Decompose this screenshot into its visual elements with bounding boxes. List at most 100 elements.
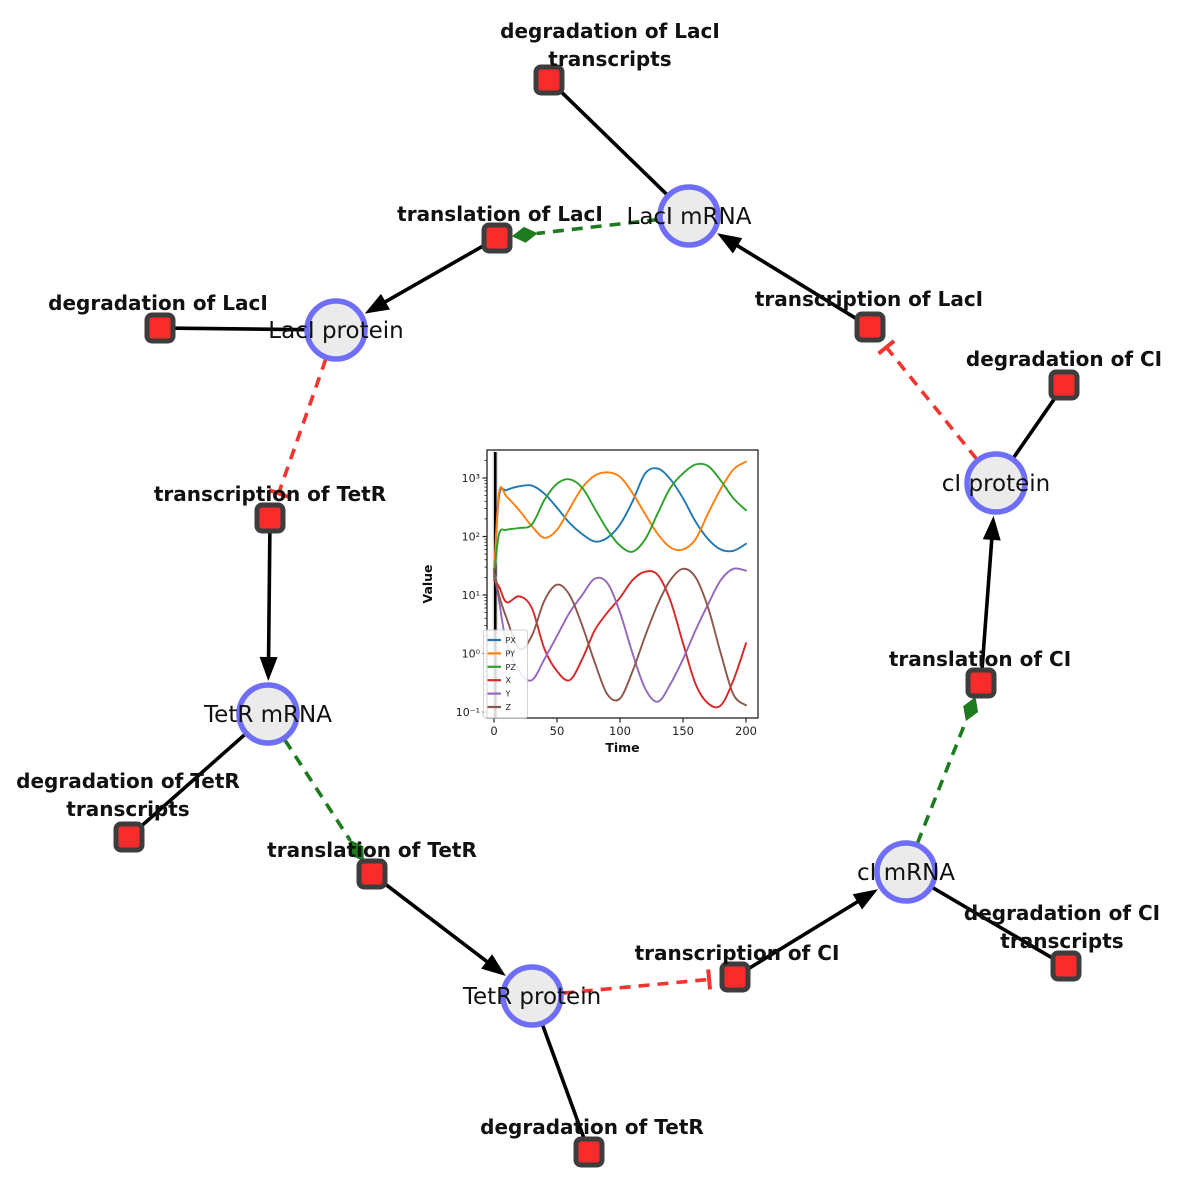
species-node-laci_protein [304,298,368,362]
edge-inhibition-tetr_protein-tx_ci-tbar [706,969,713,990]
edge-production-tx_ci-ci_mrna [746,898,862,971]
species-label-tetr_protein: TetR protein [462,984,601,1010]
species-node-laci_mrna [657,184,721,248]
species-node-ci_protein [964,451,1028,515]
legend-label-X: X [506,676,512,685]
legend-label-PX: PX [506,636,517,645]
x-tick-label: 50 [550,724,565,738]
species-label-ci_mrna: cI mRNA [857,860,955,886]
edge-production-tx_tetr-tetr_mrna-arrowhead [259,656,278,681]
edge-production-transl_ci-ci_protein [980,535,994,669]
reaction-label-deg_laci_tx-line2: transcripts [548,47,671,71]
edge-modifier-tetr_mrna-transl_tetr [283,739,352,842]
edges-layer [139,89,1057,1139]
reaction-label-deg_ci_tx-line1: degradation of CI [964,901,1160,925]
edge-consumption-laci_mrna-deg_laci_tx [558,89,669,196]
reaction-node-tx_tetr [254,502,286,534]
x-tick-label: 150 [672,724,694,738]
reaction-label-deg_ci_tx-line2: transcripts [1000,929,1123,953]
reaction-label-deg_ci: degradation of CI [966,347,1162,371]
edge-inhibition-ci_protein-tx_laci [884,346,978,461]
reaction-label-deg_tetr: degradation of TetR [480,1115,704,1139]
reaction-label-deg_laci: degradation of LacI [48,291,268,315]
reaction-node-transl_ci [965,667,997,699]
reaction-label-transl_tetr: translation of TetR [267,838,477,862]
reaction-node-tx_ci [719,961,751,993]
x-axis-title: Time [605,740,639,755]
edge-modifier-laci_mrna-transl_laci [536,217,659,236]
chart-series-group [493,460,747,709]
reaction-node-tx_laci [854,311,886,343]
edge-consumption-laci_protein-deg_laci [174,326,306,332]
edge-consumption-ci_mrna-deg_ci_tx [931,886,1054,960]
reaction-label-tx_laci: transcription of LacI [755,287,983,311]
series-line-PZ [493,462,747,579]
edge-production-transl_laci-laci_protein [381,243,485,306]
reaction-node-deg_tetr [573,1136,605,1168]
reaction-label-tx_tetr: transcription of TetR [154,482,386,506]
edge-inhibition-tetr_protein-tx_ci [562,977,710,995]
nodes-layer [113,64,1082,1168]
legend-label-PZ: PZ [506,663,517,672]
y-tick-label: 10¹ [462,589,480,602]
reaction-label-tx_ci: transcription of CI [635,941,840,965]
edge-production-tx_laci-laci_mrna-arrowhead [717,233,743,254]
reaction-label-deg_laci_tx-line1: degradation of LacI [500,19,720,43]
series-line-X [493,570,747,709]
edge-modifier-tetr_mrna-transl_tetr-diamond-arrowhead [349,839,364,862]
series-line-PY [493,460,747,579]
edge-consumption-tetr_mrna-deg_tetr_tx [139,733,246,829]
species-node-tetr_protein [500,964,564,1028]
edge-modifier-ci_mrna-transl_ci [915,719,968,844]
species-node-ci_mrna [874,840,938,904]
edge-consumption-tetr_protein-deg_tetr [540,1024,586,1139]
reaction-label-transl_laci: translation of LacI [397,202,603,226]
reaction-node-transl_laci [481,222,513,254]
x-tick-label: 0 [490,724,497,738]
species-node-tetr_mrna [236,682,300,746]
edge-production-transl_tetr-tetr_protein [382,881,491,966]
y-tick-label: 10⁰ [462,648,481,661]
reaction-label-deg_tetr_tx-line1: degradation of TetR [16,769,240,793]
species-label-laci_protein: LacI protein [268,318,403,344]
edge-production-tx_laci-laci_mrna [733,242,859,321]
chart-legend-box [483,629,528,719]
legend-label-Y: Y [505,690,511,699]
series-line-PX [493,467,747,579]
edge-production-tx_tetr-tetr_mrna [266,532,272,662]
y-axis-title: Value [420,564,435,603]
reaction-node-transl_tetr [356,858,388,890]
edge-modifier-laci_mrna-transl_laci-diamond-arrowhead [511,226,538,243]
reaction-label-deg_tetr_tx-line2: transcripts [66,797,189,821]
y-tick-label: 10² [462,531,480,544]
species-label-ci_protein: cI protein [942,471,1051,497]
edge-production-tx_ci-ci_mrna-arrowhead [852,889,878,910]
legend-label-PY: PY [506,649,516,658]
chart-axes-frame [486,449,759,719]
edge-inhibition-laci_protein-tx_tetr-tbar [268,488,289,499]
species-label-laci_mrna: LacI mRNA [627,204,752,230]
y-tick-label: 10³ [462,472,480,485]
edge-consumption-ci_protein-deg_ci [1012,396,1057,459]
reaction-node-deg_ci_tx [1050,950,1082,982]
series-line-Z [493,567,747,707]
edge-production-transl_ci-ci_protein-arrowhead [982,515,1001,541]
chart-legend: PX PY PZ XYZ [483,629,528,719]
edge-production-transl_laci-laci_protein-arrowhead [364,293,390,314]
x-tick-label: 200 [735,724,757,738]
legend-label-Z: Z [506,703,512,712]
species-label-tetr_mrna: TetR mRNA [203,702,332,728]
reaction-node-deg_laci [144,312,176,344]
reaction-label-transl_ci: translation of CI [889,647,1071,671]
edge-inhibition-ci_protein-tx_laci-tbar [877,339,896,356]
reaction-node-deg_tetr_tx [113,821,145,853]
edge-modifier-ci_mrna-transl_ci-diamond-arrowhead [963,696,979,722]
labels-layer: LacI mRNA LacI protein TetR mRNA TetR prote… [16,19,1162,1139]
edge-inhibition-laci_protein-tx_tetr [276,358,328,495]
reaction-node-deg_ci [1048,369,1080,401]
reaction-node-deg_laci_tx [533,64,565,96]
y-tick-label: 10⁻¹ [456,706,480,719]
